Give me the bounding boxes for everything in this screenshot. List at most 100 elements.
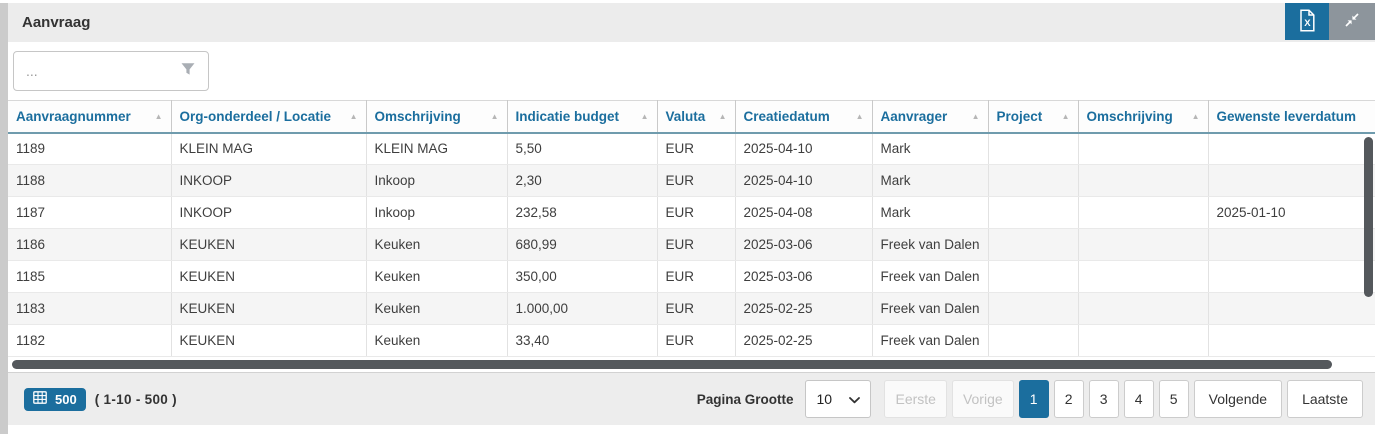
- column-header-label: Indicatie budget: [515, 108, 620, 124]
- vertical-scrollbar-thumb[interactable]: [1364, 137, 1373, 297]
- table-cell: KEUKEN: [171, 292, 367, 325]
- table-cell: [988, 228, 1079, 261]
- table-cell: EUR: [657, 228, 736, 261]
- column-header-aanvraagnummer[interactable]: Aanvraagnummer ▲: [8, 100, 172, 134]
- table-cell: Mark: [872, 132, 989, 165]
- sort-ascending-icon[interactable]: ▲: [1061, 111, 1070, 121]
- funnel-icon[interactable]: [180, 61, 196, 82]
- table-cell: INKOOP: [171, 164, 367, 197]
- excel-file-icon: X: [1297, 8, 1317, 35]
- column-header-label: Valuta: [665, 108, 706, 124]
- table-cell: 1188: [8, 164, 172, 197]
- table-cell: Keuken: [366, 228, 508, 261]
- table-row[interactable]: 1186 KEUKEN Keuken 680,99 EUR 2025-03-06 Freek…: [8, 228, 1375, 261]
- table-cell: KLEIN MAG: [171, 132, 367, 165]
- table-cell: Mark: [872, 196, 989, 229]
- column-header-org-onderdeel-locatie[interactable]: Org-onderdeel / Locatie ▲: [171, 100, 367, 134]
- table-row[interactable]: 1182 KEUKEN Keuken 33,40 EUR 2025-02-25 Freek …: [8, 324, 1375, 357]
- table-cell: [988, 164, 1079, 197]
- table-cell: [1208, 228, 1375, 261]
- sort-ascending-icon[interactable]: ▲: [1191, 111, 1200, 121]
- column-header-label: Omschrijving: [374, 108, 461, 124]
- record-range-text: ( 1-10 - 500 ): [94, 391, 177, 407]
- table-row[interactable]: 1189 KLEIN MAG KLEIN MAG 5,50 EUR 2025-04-10 M…: [8, 132, 1375, 165]
- table-cell: 2025-01-10: [1208, 196, 1375, 229]
- table-cell: [1078, 164, 1209, 197]
- table-cell: KLEIN MAG: [366, 132, 508, 165]
- column-header-omschrijving[interactable]: Omschrijving ▲: [366, 100, 508, 134]
- column-header-omschrijving[interactable]: Omschrijving ▲: [1078, 100, 1209, 134]
- table-row[interactable]: 1188 INKOOP Inkoop 2,30 EUR 2025-04-10 Mark: [8, 164, 1375, 197]
- table-cell: 2025-02-25: [735, 292, 873, 325]
- column-header-aanvrager[interactable]: Aanvrager ▲: [872, 100, 989, 134]
- table-cell: Freek van Dalen: [872, 260, 989, 293]
- last-page-button[interactable]: Laatste: [1287, 380, 1363, 418]
- sort-ascending-icon[interactable]: ▲: [855, 111, 864, 121]
- collapse-panel-button[interactable]: [1329, 3, 1375, 40]
- table-cell: 2025-04-10: [735, 132, 873, 165]
- column-header-label: Org-onderdeel / Locatie: [179, 108, 332, 124]
- sort-ascending-icon[interactable]: ▲: [640, 111, 649, 121]
- table-cell: Keuken: [366, 292, 508, 325]
- first-page-button[interactable]: Eerste: [884, 380, 947, 418]
- column-header-creatiedatum[interactable]: Creatiedatum ▲: [735, 100, 873, 134]
- column-header-label: Aanvraagnummer: [16, 108, 131, 124]
- sort-ascending-icon[interactable]: ▲: [154, 111, 163, 121]
- page-button-5[interactable]: 5: [1158, 380, 1189, 418]
- prev-page-button[interactable]: Vorige: [951, 380, 1014, 418]
- column-header-valuta[interactable]: Valuta ▲: [657, 100, 736, 134]
- table-cell: 1189: [8, 132, 172, 165]
- sort-ascending-icon[interactable]: ▲: [718, 111, 727, 121]
- table-filter-box[interactable]: [13, 51, 209, 91]
- column-header-project[interactable]: Project ▲: [988, 100, 1079, 134]
- table-cell: [1078, 260, 1209, 293]
- table-cell: [1208, 324, 1375, 357]
- sort-ascending-icon[interactable]: ▲: [971, 111, 980, 121]
- table-cell: 680,99: [507, 228, 658, 261]
- next-page-button[interactable]: Volgende: [1193, 380, 1283, 418]
- page-button-2[interactable]: 2: [1053, 380, 1084, 418]
- table-cell: 1182: [8, 324, 172, 357]
- sort-ascending-icon[interactable]: ▲: [490, 111, 499, 121]
- table-row[interactable]: 1187 INKOOP Inkoop 232,58 EUR 2025-04-08 Mark 2…: [8, 196, 1375, 229]
- table-cell: 1.000,00: [507, 292, 658, 325]
- table-cell: [988, 260, 1079, 293]
- column-header-indicatie-budget[interactable]: Indicatie budget ▲: [507, 100, 658, 134]
- table-cell: [1208, 260, 1375, 293]
- table-cell: Keuken: [366, 260, 508, 293]
- table-cell: Inkoop: [366, 164, 508, 197]
- page-size-select[interactable]: 10: [805, 380, 872, 418]
- total-count-value: 500: [55, 391, 77, 407]
- table-row[interactable]: 1183 KEUKEN Keuken 1.000,00 EUR 2025-02-25 Fre…: [8, 292, 1375, 325]
- table-cell: 2025-03-06: [735, 228, 873, 261]
- table-cell: 2025-02-25: [735, 324, 873, 357]
- table-cell: KEUKEN: [171, 228, 367, 261]
- page-button-3[interactable]: 3: [1088, 380, 1119, 418]
- table-cell: 1185: [8, 260, 172, 293]
- horizontal-scrollbar-thumb[interactable]: [12, 360, 1332, 369]
- table-row[interactable]: 1185 KEUKEN Keuken 350,00 EUR 2025-03-06 Freek…: [8, 260, 1375, 293]
- column-header-label: Omschrijving: [1086, 108, 1173, 124]
- table-cell: 1186: [8, 228, 172, 261]
- column-header-label: Gewenste leverdatum: [1216, 108, 1357, 124]
- filter-input[interactable]: [26, 63, 176, 79]
- table-cell: Mark: [872, 164, 989, 197]
- table-cell: Freek van Dalen: [872, 228, 989, 261]
- table-cell: EUR: [657, 292, 736, 325]
- export-excel-button[interactable]: X: [1285, 3, 1329, 40]
- page-button-1[interactable]: 1: [1018, 380, 1049, 418]
- sort-ascending-icon[interactable]: ▲: [349, 111, 358, 121]
- footer-left: 500 ( 1-10 - 500 ): [24, 387, 177, 411]
- table-header-row: Aanvraagnummer ▲ Org-onderdeel / Locatie ▲ O…: [8, 100, 1375, 134]
- titlebar-buttons: X: [1285, 3, 1375, 40]
- table-cell: [988, 292, 1079, 325]
- table-footer: 500 ( 1-10 - 500 ) Pagina Grootte 10 Eer…: [8, 372, 1375, 425]
- page-button-4[interactable]: 4: [1123, 380, 1154, 418]
- table-cell: 1187: [8, 196, 172, 229]
- table-cell: 33,40: [507, 324, 658, 357]
- page-size-label: Pagina Grootte: [696, 391, 794, 407]
- table-cell: [1078, 324, 1209, 357]
- table-cell: EUR: [657, 196, 736, 229]
- column-header-gewenste-leverdatum[interactable]: Gewenste leverdatum: [1208, 100, 1375, 134]
